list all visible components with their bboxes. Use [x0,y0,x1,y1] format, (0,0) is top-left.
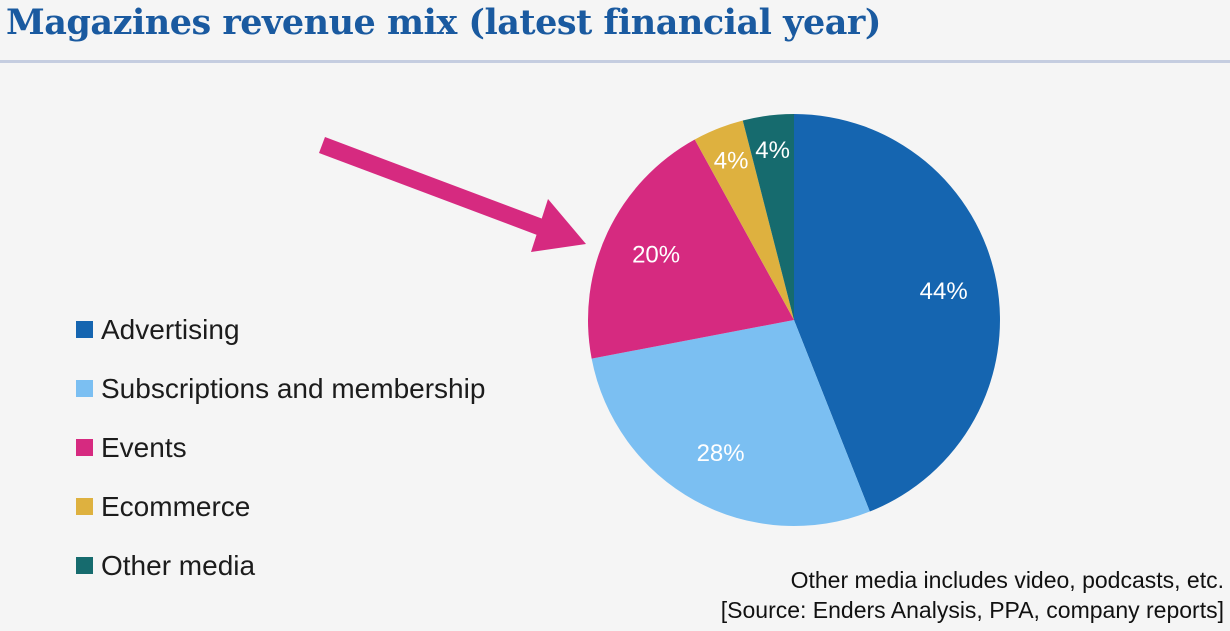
pie-slice-subscriptions-and-membership [591,320,870,526]
legend-item-advertising: Advertising [76,300,485,359]
legend-swatch [76,380,93,397]
title-divider [0,60,1230,63]
slice-label-events: 20% [632,242,680,269]
legend-swatch [76,557,93,574]
pie-slice-ecommerce [694,120,794,320]
chart-title: Magazines revenue mix (latest financial … [6,2,881,43]
chart-legend: Advertising Subscriptions and membership E… [76,300,485,595]
slice-label-subscriptions-and-membership: 28% [697,440,745,467]
pie-slice-other-media [742,114,794,320]
legend-swatch [76,498,93,515]
legend-label: Ecommerce [101,490,251,522]
legend-label: Advertising [101,313,240,345]
pointer-arrow [319,137,586,252]
legend-label: Subscriptions and membership [101,372,486,404]
arrow-head [531,199,586,252]
legend-label: Events [101,431,187,463]
slice-label-ecommerce: 4% [714,148,749,175]
slice-label-other-media: 4% [755,137,790,164]
pie-slice-events [588,139,794,359]
legend-item-ecommerce: Ecommerce [76,477,485,536]
legend-swatch [76,439,93,456]
source-note: [Source: Enders Analysis, PPA, company r… [720,597,1224,623]
pie-slice-advertising [794,114,1000,512]
legend-item-other-media: Other media [76,536,485,595]
legend-item-events: Events [76,418,485,477]
slice-label-advertising: 44% [920,278,968,305]
arrow-shaft [319,137,551,238]
legend-item-subscriptions-and-membership: Subscriptions and membership [76,359,485,418]
legend-swatch [76,321,93,338]
footnote-other-media: Other media includes video, podcasts, et… [790,567,1224,593]
legend-label: Other media [101,549,256,581]
